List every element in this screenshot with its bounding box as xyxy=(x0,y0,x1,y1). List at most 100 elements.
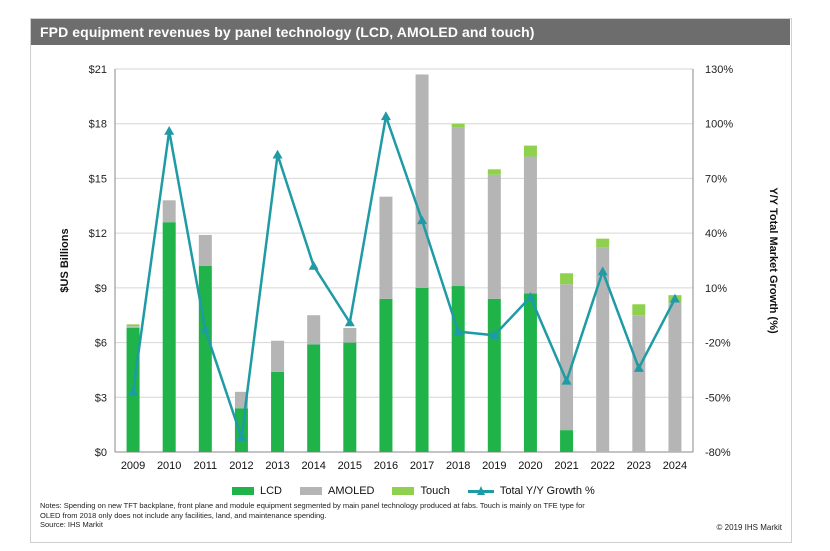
bar-amoled xyxy=(343,327,357,343)
growth-marker xyxy=(344,317,355,327)
x-tick-label: 2024 xyxy=(663,460,687,472)
bar-amoled xyxy=(379,196,393,299)
legend-label: AMOLED xyxy=(328,485,375,497)
growth-line xyxy=(131,111,677,438)
x-tick-label: 2020 xyxy=(518,460,542,472)
bar-touch xyxy=(632,304,646,316)
growth-marker xyxy=(489,330,500,340)
bar-amoled xyxy=(162,200,176,223)
bar-touch xyxy=(596,238,610,248)
y-tick-label: $18 xyxy=(89,119,107,131)
bar-lcd xyxy=(487,298,501,452)
bar-lcd xyxy=(523,293,537,452)
y-right-tick-label: 10% xyxy=(705,283,727,295)
bar-lcd xyxy=(271,371,285,452)
bar-lcd xyxy=(451,286,465,452)
bar-touch xyxy=(126,324,140,327)
bar-amoled xyxy=(451,127,465,287)
growth-marker xyxy=(308,260,319,270)
bar-lcd xyxy=(415,287,429,452)
bar-amoled xyxy=(523,156,537,294)
x-tick-label: 2009 xyxy=(121,460,145,472)
bar-amoled xyxy=(668,302,682,452)
bar-lcd xyxy=(379,298,393,452)
y-right-tick-label: 40% xyxy=(705,228,727,240)
x-tick-label: 2022 xyxy=(590,460,614,472)
legend-swatch xyxy=(300,487,323,495)
bar-touch xyxy=(451,123,465,128)
chart-title: FPD equipment revenues by panel technolo… xyxy=(40,24,535,40)
y-axis-title: $US Billions xyxy=(59,228,71,292)
bar-lcd xyxy=(198,265,212,452)
growth-marker xyxy=(417,215,428,225)
notes-line: OLED from 2018 only does not include any… xyxy=(40,510,327,520)
notes-line: Notes: Spending on new TFT backplane, fr… xyxy=(40,501,585,510)
bar-amoled xyxy=(271,340,285,372)
legend-label: Touch xyxy=(420,485,450,497)
legend: LCD AMOLED Touch Total Y/Y Growth % xyxy=(232,485,613,497)
y-right-tick-label: -50% xyxy=(705,392,731,404)
y-right-tick-label: 100% xyxy=(705,119,733,131)
x-tick-label: 2012 xyxy=(229,460,253,472)
bar-amoled xyxy=(487,174,501,299)
bar-amoled xyxy=(632,315,646,452)
y-right-tick-label: -80% xyxy=(705,447,731,459)
bar-amoled xyxy=(560,284,574,431)
source-line: Source: IHS Markit xyxy=(40,520,103,529)
y-right-tick-label: 130% xyxy=(705,64,733,76)
x-tick-label: 2018 xyxy=(446,460,470,472)
y-tick-label: $0 xyxy=(95,447,107,459)
growth-marker xyxy=(453,326,464,336)
legend-swatch xyxy=(392,487,415,495)
legend-item: Touch xyxy=(392,485,450,497)
legend-item: AMOLED xyxy=(300,485,374,497)
x-tick-label: 2023 xyxy=(627,460,651,472)
bar-amoled xyxy=(415,74,429,288)
growth-marker xyxy=(597,266,608,276)
x-tick-label: 2021 xyxy=(554,460,578,472)
legend-item: LCD xyxy=(232,485,282,497)
bar-amoled xyxy=(596,247,610,452)
legend-line-swatch xyxy=(467,485,494,497)
copyright: © 2019 IHS Markit xyxy=(716,523,782,532)
title-bar xyxy=(31,19,790,45)
y-right-tick-label: 70% xyxy=(705,173,727,185)
notes: Notes: Spending on new TFT backplane, fr… xyxy=(40,501,700,530)
x-tick-label: 2019 xyxy=(482,460,506,472)
growth-marker xyxy=(236,432,247,442)
x-tick-label: 2010 xyxy=(157,460,181,472)
bar-amoled xyxy=(126,326,140,328)
growth-marker xyxy=(200,324,211,334)
legend-label: LCD xyxy=(260,485,283,497)
x-tick-label: 2015 xyxy=(338,460,362,472)
growth-marker xyxy=(669,293,680,303)
growth-marker xyxy=(272,149,283,159)
growth-marker xyxy=(561,375,572,385)
y-tick-label: $6 xyxy=(95,338,107,350)
x-tick-label: 2013 xyxy=(265,460,289,472)
x-tick-label: 2011 xyxy=(193,460,217,472)
bar-lcd xyxy=(307,344,321,452)
y-tick-label: $15 xyxy=(89,173,107,185)
x-tick-label: 2014 xyxy=(301,460,325,472)
bar-lcd xyxy=(343,342,357,452)
bar-amoled xyxy=(198,234,212,266)
chart-frame xyxy=(30,18,792,543)
legend-label: Total Y/Y Growth % xyxy=(499,485,595,497)
x-tick-label: 2017 xyxy=(410,460,434,472)
y-right-tick-label: -20% xyxy=(705,338,731,350)
y-tick-label: $9 xyxy=(95,283,107,295)
legend-item: Total Y/Y Growth % xyxy=(467,485,595,497)
bar-touch xyxy=(523,145,537,157)
bar-lcd xyxy=(560,430,574,452)
legend-swatch xyxy=(232,487,254,495)
growth-marker xyxy=(525,291,536,301)
bar-touch xyxy=(487,169,501,175)
growth-marker xyxy=(380,111,391,121)
growth-marker xyxy=(164,126,175,135)
y-tick-label: $3 xyxy=(95,392,107,404)
y-tick-label: $21 xyxy=(89,64,107,76)
x-tick-label: 2016 xyxy=(374,460,398,472)
growth-marker xyxy=(633,363,644,372)
